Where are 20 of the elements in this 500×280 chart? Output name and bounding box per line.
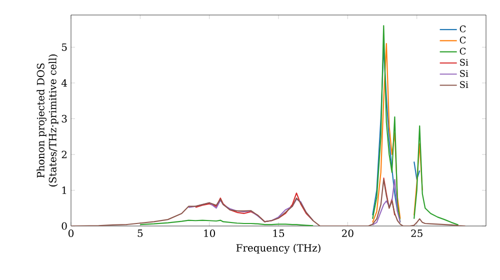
y-tick-label: 1 — [62, 186, 66, 194]
legend-label: Si — [460, 58, 468, 66]
y-tick-label: 3 — [62, 114, 67, 122]
x-tick-label: 10 — [204, 230, 216, 238]
y-axis-title: Phonon projected DOS (States/THz·primitive cell) — [36, 54, 58, 186]
y-tick-label: 2 — [62, 150, 67, 158]
x-tick-label: 5 — [138, 230, 143, 237]
y-tick-label: 4 — [61, 79, 67, 87]
y-tick-label: 5 — [62, 43, 67, 51]
x-tick-label: 0 — [68, 230, 74, 238]
x-tick-label: 25 — [411, 230, 422, 238]
legend-label: C — [460, 48, 466, 55]
legend-label: C — [460, 36, 466, 44]
x-axis-title: Frequency (THz) — [236, 244, 320, 254]
legend-label: Si — [460, 81, 468, 88]
x-tick-label: 20 — [342, 230, 354, 238]
legend-label: C — [460, 26, 466, 32]
legend-label: Si — [460, 70, 468, 77]
x-tick-label: 15 — [273, 230, 284, 238]
y-tick-label: 0 — [62, 222, 67, 230]
